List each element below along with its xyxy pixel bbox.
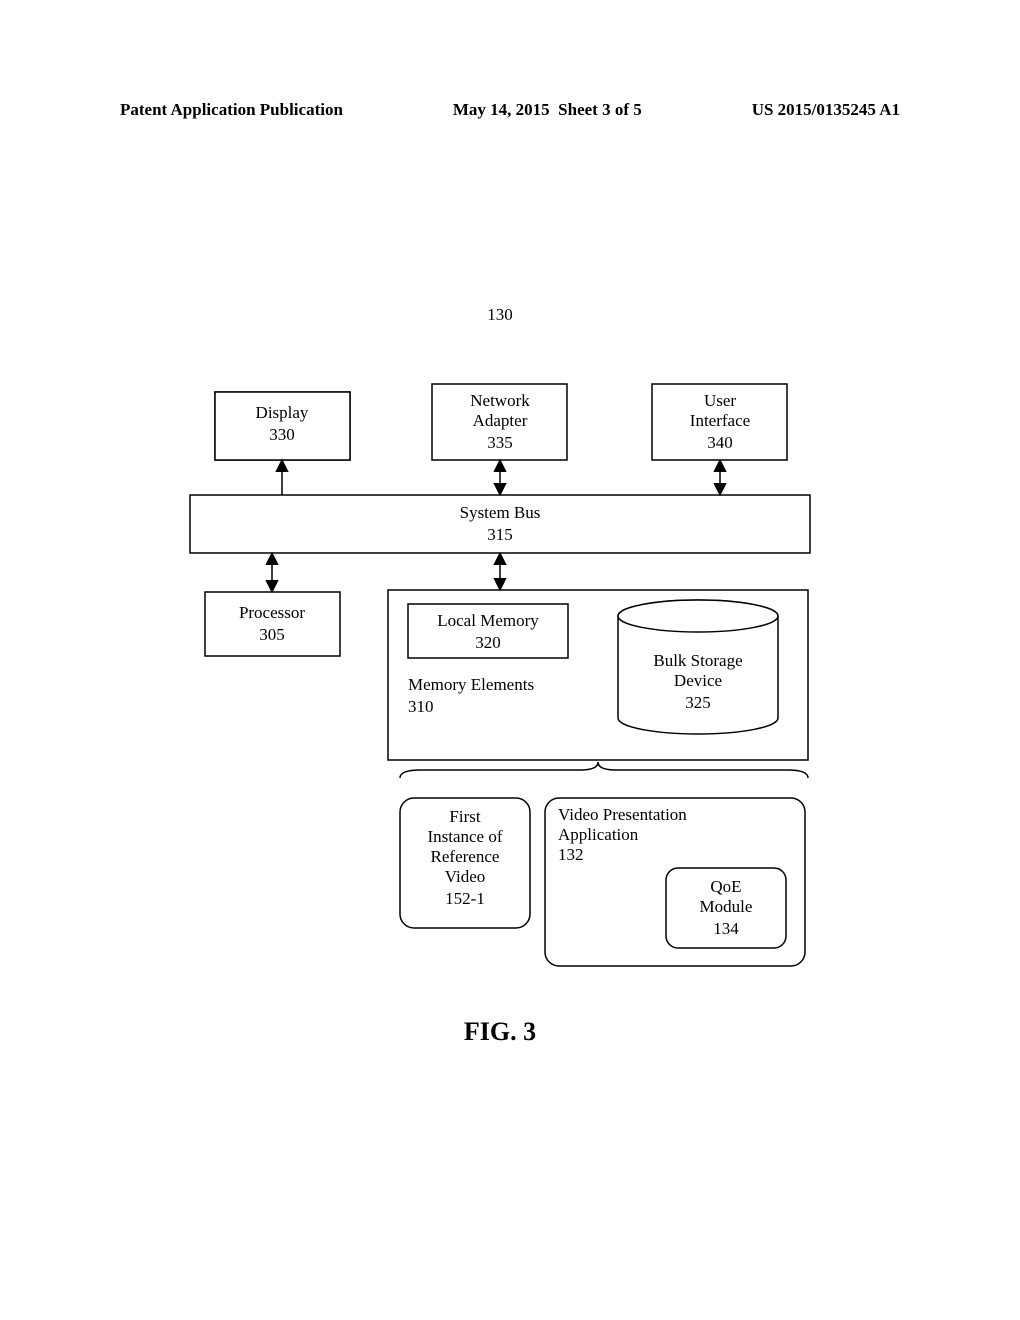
first-instance-ref: 152-1 [445, 889, 485, 908]
page: Patent Application Publication May 14, 2… [0, 0, 1020, 1320]
first-instance-line2: Instance of [427, 827, 502, 846]
figure-label: FIG. 3 [464, 1017, 536, 1046]
memory-elements-ref: 310 [408, 697, 434, 716]
qoe-line2: Module [700, 897, 753, 916]
local-memory-ref: 320 [475, 633, 501, 652]
display-label: Display [256, 403, 309, 422]
qoe-line1: QoE [710, 877, 741, 896]
user-interface-label-2: Interface [690, 411, 750, 430]
publication-number: US 2015/0135245 A1 [752, 100, 900, 120]
network-adapter-ref: 335 [487, 433, 513, 452]
overall-ref: 130 [487, 305, 513, 324]
user-interface-ref: 340 [707, 433, 733, 452]
network-adapter-label-2: Adapter [473, 411, 528, 430]
video-app-line2: Application [558, 825, 639, 844]
bulk-storage-label-2: Device [674, 671, 722, 690]
video-app-ref: 132 [558, 845, 584, 864]
network-adapter-label-1: Network [470, 391, 530, 410]
first-instance-line3: Reference [431, 847, 500, 866]
bulk-storage-cylinder: Bulk Storage Device 325 [618, 600, 778, 734]
publication-date: May 14, 2015 Sheet 3 of 5 [453, 100, 642, 120]
page-header: Patent Application Publication May 14, 2… [120, 100, 900, 120]
video-app-line1: Video Presentation [558, 805, 687, 824]
bulk-storage-ref: 325 [685, 693, 711, 712]
user-interface-label-1: User [704, 391, 736, 410]
first-instance-line4: Video [445, 867, 486, 886]
display-ref: 330 [269, 425, 295, 444]
qoe-ref: 134 [713, 919, 739, 938]
processor-ref: 305 [259, 625, 285, 644]
system-bus-ref: 315 [487, 525, 513, 544]
figure-diagram: 130 Display 330 Network Adapter 335 User… [0, 0, 1020, 1320]
first-instance-line1: First [449, 807, 480, 826]
processor-box [205, 592, 340, 656]
processor-label: Processor [239, 603, 305, 622]
bulk-storage-label-1: Bulk Storage [653, 651, 742, 670]
memory-elements-label: Memory Elements [408, 675, 534, 694]
system-bus-label: System Bus [460, 503, 541, 522]
brace-icon [400, 762, 808, 778]
local-memory-label: Local Memory [437, 611, 539, 630]
publication-label: Patent Application Publication [120, 100, 343, 120]
